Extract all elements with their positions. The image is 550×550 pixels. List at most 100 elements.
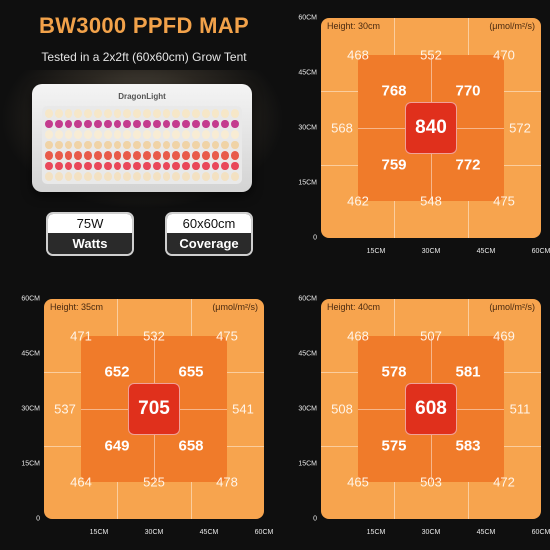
y-axis-tick: 15CM <box>298 179 317 187</box>
y-axis-tick: 30CM <box>298 405 317 413</box>
led-chip <box>113 109 122 118</box>
x-axis-tick: 30CM <box>421 248 441 255</box>
led-chip <box>103 151 112 160</box>
led-chip <box>152 151 161 160</box>
led-chip <box>133 172 141 181</box>
led-chip <box>64 161 73 171</box>
led-chip <box>172 140 181 150</box>
ppfd-outer-zone: Height: 35cm (μmol/m²/s) 471 532 475 537 541 46… <box>44 299 264 519</box>
led-chip <box>123 140 132 150</box>
led-chip <box>143 161 151 171</box>
ppfd-value-outer: 508 <box>331 401 353 417</box>
led-chip <box>182 161 190 171</box>
led-chip <box>74 119 83 129</box>
ppfd-map-35cm: Height: 35cm (μmol/m²/s) 471 532 475 537 541 46… <box>21 296 273 537</box>
ppfd-value-outer: 537 <box>54 401 76 417</box>
y-axis-tick: 15CM <box>21 460 40 468</box>
led-chip <box>172 119 181 129</box>
led-chip <box>231 140 239 150</box>
led-chip <box>94 109 102 118</box>
led-chip <box>221 109 230 118</box>
led-chip <box>182 172 190 181</box>
led-chip <box>133 119 141 129</box>
led-chip <box>201 140 210 150</box>
x-axis-tick: 15CM <box>89 529 109 536</box>
led-chip <box>103 161 112 171</box>
x-axis-tick: 60CM <box>531 248 550 255</box>
ppfd-value-middle: 772 <box>455 156 481 174</box>
led-chip <box>113 172 122 181</box>
led-chip <box>54 161 63 171</box>
ppfd-value-center: 608 <box>405 383 457 435</box>
led-chip <box>64 109 73 118</box>
y-axis-tick: 15CM <box>298 460 317 468</box>
led-chip <box>84 161 92 171</box>
ppfd-value-middle: 581 <box>455 363 481 381</box>
x-axis-tick: 45CM <box>476 529 496 536</box>
ppfd-value-outer: 464 <box>70 474 92 490</box>
led-chip <box>113 130 122 139</box>
led-chip <box>143 130 151 139</box>
led-chip <box>94 119 102 129</box>
led-chip <box>221 140 230 150</box>
y-axis-tick: 0 <box>313 234 317 242</box>
led-chip <box>172 130 181 139</box>
spec-coverage-label: Coverage <box>167 233 251 254</box>
led-chip <box>211 161 220 171</box>
map-height-label: Height: 40cm <box>327 302 381 312</box>
led-chip <box>143 119 151 129</box>
led-chip <box>211 109 220 118</box>
led-chip <box>123 172 132 181</box>
spec-coverage-value: 60x60cm <box>167 214 251 233</box>
led-chip <box>123 151 132 160</box>
ppfd-value-middle: 768 <box>381 82 407 100</box>
led-chip <box>201 119 210 129</box>
led-chip <box>45 109 53 118</box>
led-chip <box>84 172 92 181</box>
led-chip <box>152 161 161 171</box>
led-chip <box>103 130 112 139</box>
ppfd-outer-zone: Height: 40cm (μmol/m²/s) 468 507 469 508 511 46… <box>321 299 541 519</box>
led-chip <box>84 109 92 118</box>
map-unit-label: (μmol/m²/s) <box>212 302 258 312</box>
led-chip <box>201 151 210 160</box>
led-chip <box>94 130 102 139</box>
led-chip <box>74 172 83 181</box>
led-chip <box>231 172 239 181</box>
y-axis-tick: 30CM <box>21 405 40 413</box>
led-chip <box>64 119 73 129</box>
ppfd-value-outer: 470 <box>493 47 515 63</box>
y-axis-tick: 60CM <box>298 295 317 303</box>
led-chip <box>103 119 112 129</box>
ppfd-value-outer: 503 <box>420 474 442 490</box>
map-height-label: Height: 30cm <box>327 21 381 31</box>
led-chip <box>45 119 53 129</box>
y-axis-tick: 60CM <box>298 14 317 22</box>
x-axis-tick: 45CM <box>199 529 219 536</box>
ppfd-value-outer: 469 <box>493 328 515 344</box>
led-chip <box>152 130 161 139</box>
led-chip <box>182 151 190 160</box>
ppfd-value-outer: 552 <box>420 47 442 63</box>
brand-logo: DragonLight <box>118 92 166 101</box>
ppfd-value-center: 840 <box>405 102 457 154</box>
ppfd-value-outer: 478 <box>216 474 238 490</box>
x-axis-tick: 45CM <box>476 248 496 255</box>
ppfd-value-outer: 532 <box>143 328 165 344</box>
led-chip <box>192 109 200 118</box>
ppfd-value-outer: 472 <box>493 474 515 490</box>
led-chip <box>211 151 220 160</box>
ppfd-value-middle: 578 <box>381 363 407 381</box>
led-chip <box>221 161 230 171</box>
led-chip <box>45 161 53 171</box>
spec-badge-power: 75W Watts <box>46 212 134 256</box>
led-chip <box>221 119 230 129</box>
led-chip <box>172 109 181 118</box>
led-array <box>42 106 242 184</box>
map-unit-label: (μmol/m²/s) <box>489 302 535 312</box>
ppfd-value-outer: 475 <box>493 193 515 209</box>
led-chip <box>54 109 63 118</box>
led-chip <box>74 161 83 171</box>
led-chip <box>201 130 210 139</box>
led-chip <box>172 172 181 181</box>
